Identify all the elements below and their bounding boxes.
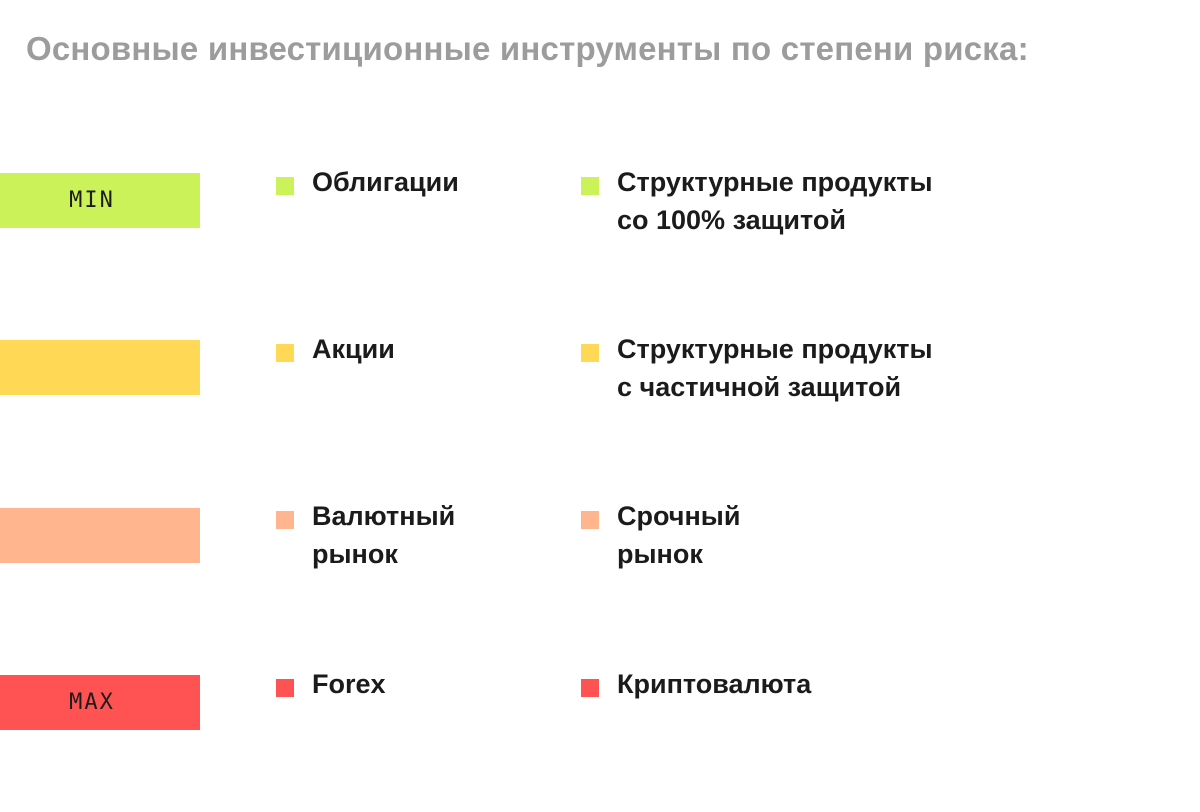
risk-level-label: MIN [69,188,115,213]
square-marker-icon [581,679,599,697]
risk-level-bar [0,508,200,563]
square-marker-icon [581,344,599,362]
instrument-label: Срочный рынок [617,501,741,569]
square-marker-icon [581,511,599,529]
risk-level-label [0,340,184,395]
square-marker-icon [276,511,294,529]
risk-level-label [0,508,184,563]
risk-level-medium-high [0,508,200,563]
square-marker-icon [581,177,599,195]
instrument-label: Структурные продукты с частичной защитой [617,334,933,402]
instrument-label: Валютный рынок [312,501,456,569]
risk-level-bar [0,675,200,730]
risk-level-max: MAX [0,675,200,730]
risk-level-min: MIN [0,173,200,228]
page-title: Основные инвестиционные инструменты по с… [26,30,1029,67]
risk-level-bar [0,173,200,228]
risk-level-label: MAX [69,690,115,715]
instrument-label: Forex [312,669,386,699]
square-marker-icon [276,679,294,697]
instrument-label: Облигации [312,167,459,197]
square-marker-icon [276,344,294,362]
square-marker-icon [276,177,294,195]
instrument-label: Акции [312,334,395,364]
instrument-label: Криптовалюта [617,669,812,699]
risk-level-bar [0,340,200,395]
risk-level-medium-low [0,340,200,395]
instrument-label: Структурные продукты со 100% защитой [617,167,933,235]
